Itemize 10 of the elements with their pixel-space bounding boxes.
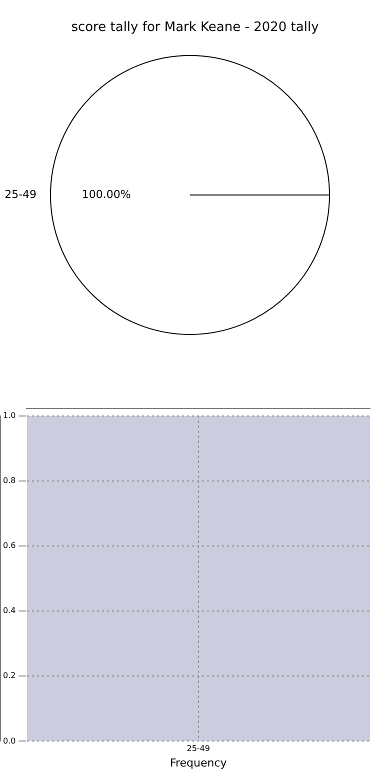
y-tick-label: 0.2 — [2, 671, 16, 680]
y-tick-label: 0.4 — [2, 606, 16, 616]
data-label: 100.00% — [82, 188, 131, 201]
chart-title: score tally for Mark Keane - 2020 tally — [70, 20, 320, 35]
y-tick-label: 1.0 — [2, 410, 16, 420]
y-tick-label: 0.0 — [2, 736, 16, 746]
slice-label: 25-49 — [4, 188, 37, 201]
y-tick-label: 0.6 — [2, 541, 16, 550]
y-tick-label: 0.8 — [2, 476, 16, 485]
x-axis-title: Frequency — [170, 756, 228, 770]
